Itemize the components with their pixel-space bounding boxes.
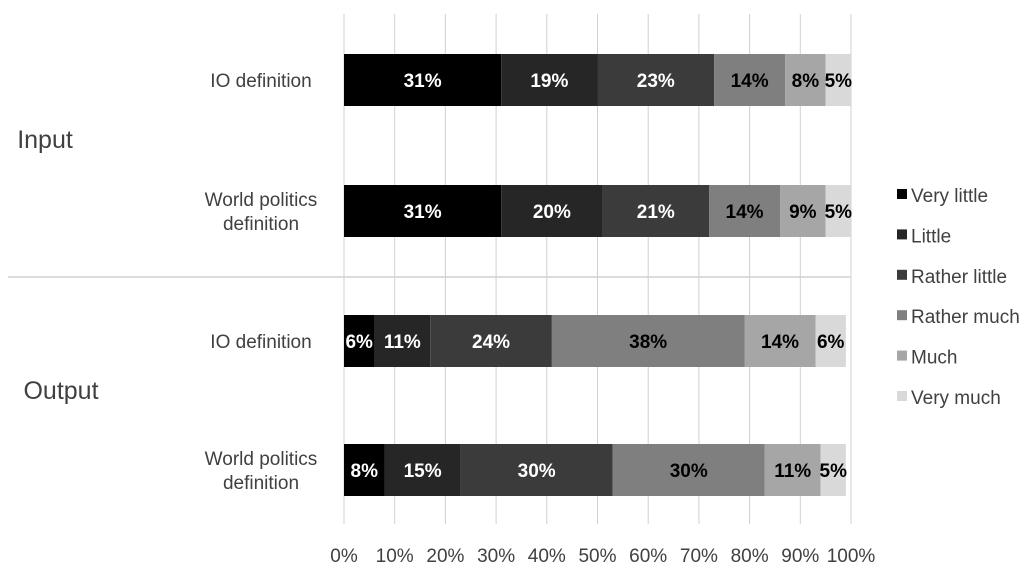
data-label: 11% [384, 332, 421, 353]
bar-segment [501, 54, 598, 106]
x-tick-label: 70% [680, 546, 718, 567]
category-label: World politics definition [205, 190, 318, 235]
bar-segment [714, 54, 786, 106]
data-label: 23% [637, 71, 675, 92]
bar-segment [374, 315, 431, 367]
data-label: 14% [761, 332, 799, 353]
data-label: 20% [533, 202, 571, 223]
data-label: 14% [726, 202, 764, 223]
legend-label: Little [911, 226, 951, 247]
legend-label: Rather little [911, 267, 1007, 288]
data-label: 5% [820, 461, 848, 482]
legend-label: Much [911, 348, 957, 369]
bar-segment [430, 315, 552, 367]
bar-segment [825, 54, 851, 106]
legend-swatch [897, 269, 907, 280]
data-label: 8% [351, 461, 379, 482]
bar-segment [709, 185, 781, 237]
category-label: IO definition [210, 332, 311, 353]
bar-segment [551, 315, 745, 367]
bar-segment [384, 444, 461, 496]
x-tick-label: 90% [781, 546, 819, 567]
data-label: 30% [518, 461, 556, 482]
legend-swatch [897, 229, 907, 240]
bar-segment [597, 54, 715, 106]
x-tick-label: 10% [376, 546, 414, 567]
data-label: 9% [789, 202, 817, 223]
data-label: 11% [774, 461, 811, 482]
legend-swatch [897, 391, 907, 401]
x-tick-label: 100% [827, 546, 876, 567]
data-label: 31% [404, 202, 442, 223]
data-label: 38% [629, 332, 667, 353]
data-label: 5% [825, 202, 853, 223]
legend-label: Very little [911, 186, 988, 207]
bar-segment [820, 444, 846, 496]
bar-segment [815, 315, 846, 367]
group-label: Output [23, 377, 98, 405]
bar-segment [744, 315, 816, 367]
data-label: 8% [792, 71, 820, 92]
bar-segment [785, 54, 826, 106]
x-tick-label: 80% [731, 546, 769, 567]
data-label: 5% [825, 71, 853, 92]
x-tick-label: 0% [330, 546, 358, 567]
bar-segment [825, 185, 851, 237]
bar-segment [780, 185, 826, 237]
bar-segment [764, 444, 821, 496]
data-label: 31% [404, 71, 442, 92]
x-tick-label: 30% [477, 546, 515, 567]
bar-segment [344, 444, 385, 496]
x-tick-label: 60% [629, 546, 667, 567]
data-label: 14% [731, 71, 769, 92]
bar-segment [602, 185, 710, 237]
x-tick-label: 40% [528, 546, 566, 567]
bar-segment [344, 185, 502, 237]
category-label: World politics definition [205, 449, 318, 494]
category-label: IO definition [210, 71, 311, 92]
legend-swatch [897, 310, 907, 321]
data-label: 24% [472, 332, 510, 353]
data-label: 6% [817, 332, 845, 353]
data-label: 19% [530, 71, 568, 92]
bar-segment [344, 54, 502, 106]
data-label: 6% [345, 332, 373, 353]
bar-segment [501, 185, 603, 237]
group-label: Input [17, 126, 73, 154]
legend-swatch [897, 189, 907, 199]
legend-swatch [897, 350, 907, 361]
data-label: 21% [637, 202, 675, 223]
x-tick-label: 20% [426, 546, 464, 567]
data-label: 30% [670, 461, 708, 482]
legend-label: Very much [911, 388, 1001, 409]
bar-segment [344, 315, 375, 367]
legend-label: Rather much [911, 307, 1020, 328]
x-tick-label: 50% [578, 546, 616, 567]
bar-segment [612, 444, 765, 496]
bar-segment [460, 444, 613, 496]
data-label: 15% [404, 461, 442, 482]
